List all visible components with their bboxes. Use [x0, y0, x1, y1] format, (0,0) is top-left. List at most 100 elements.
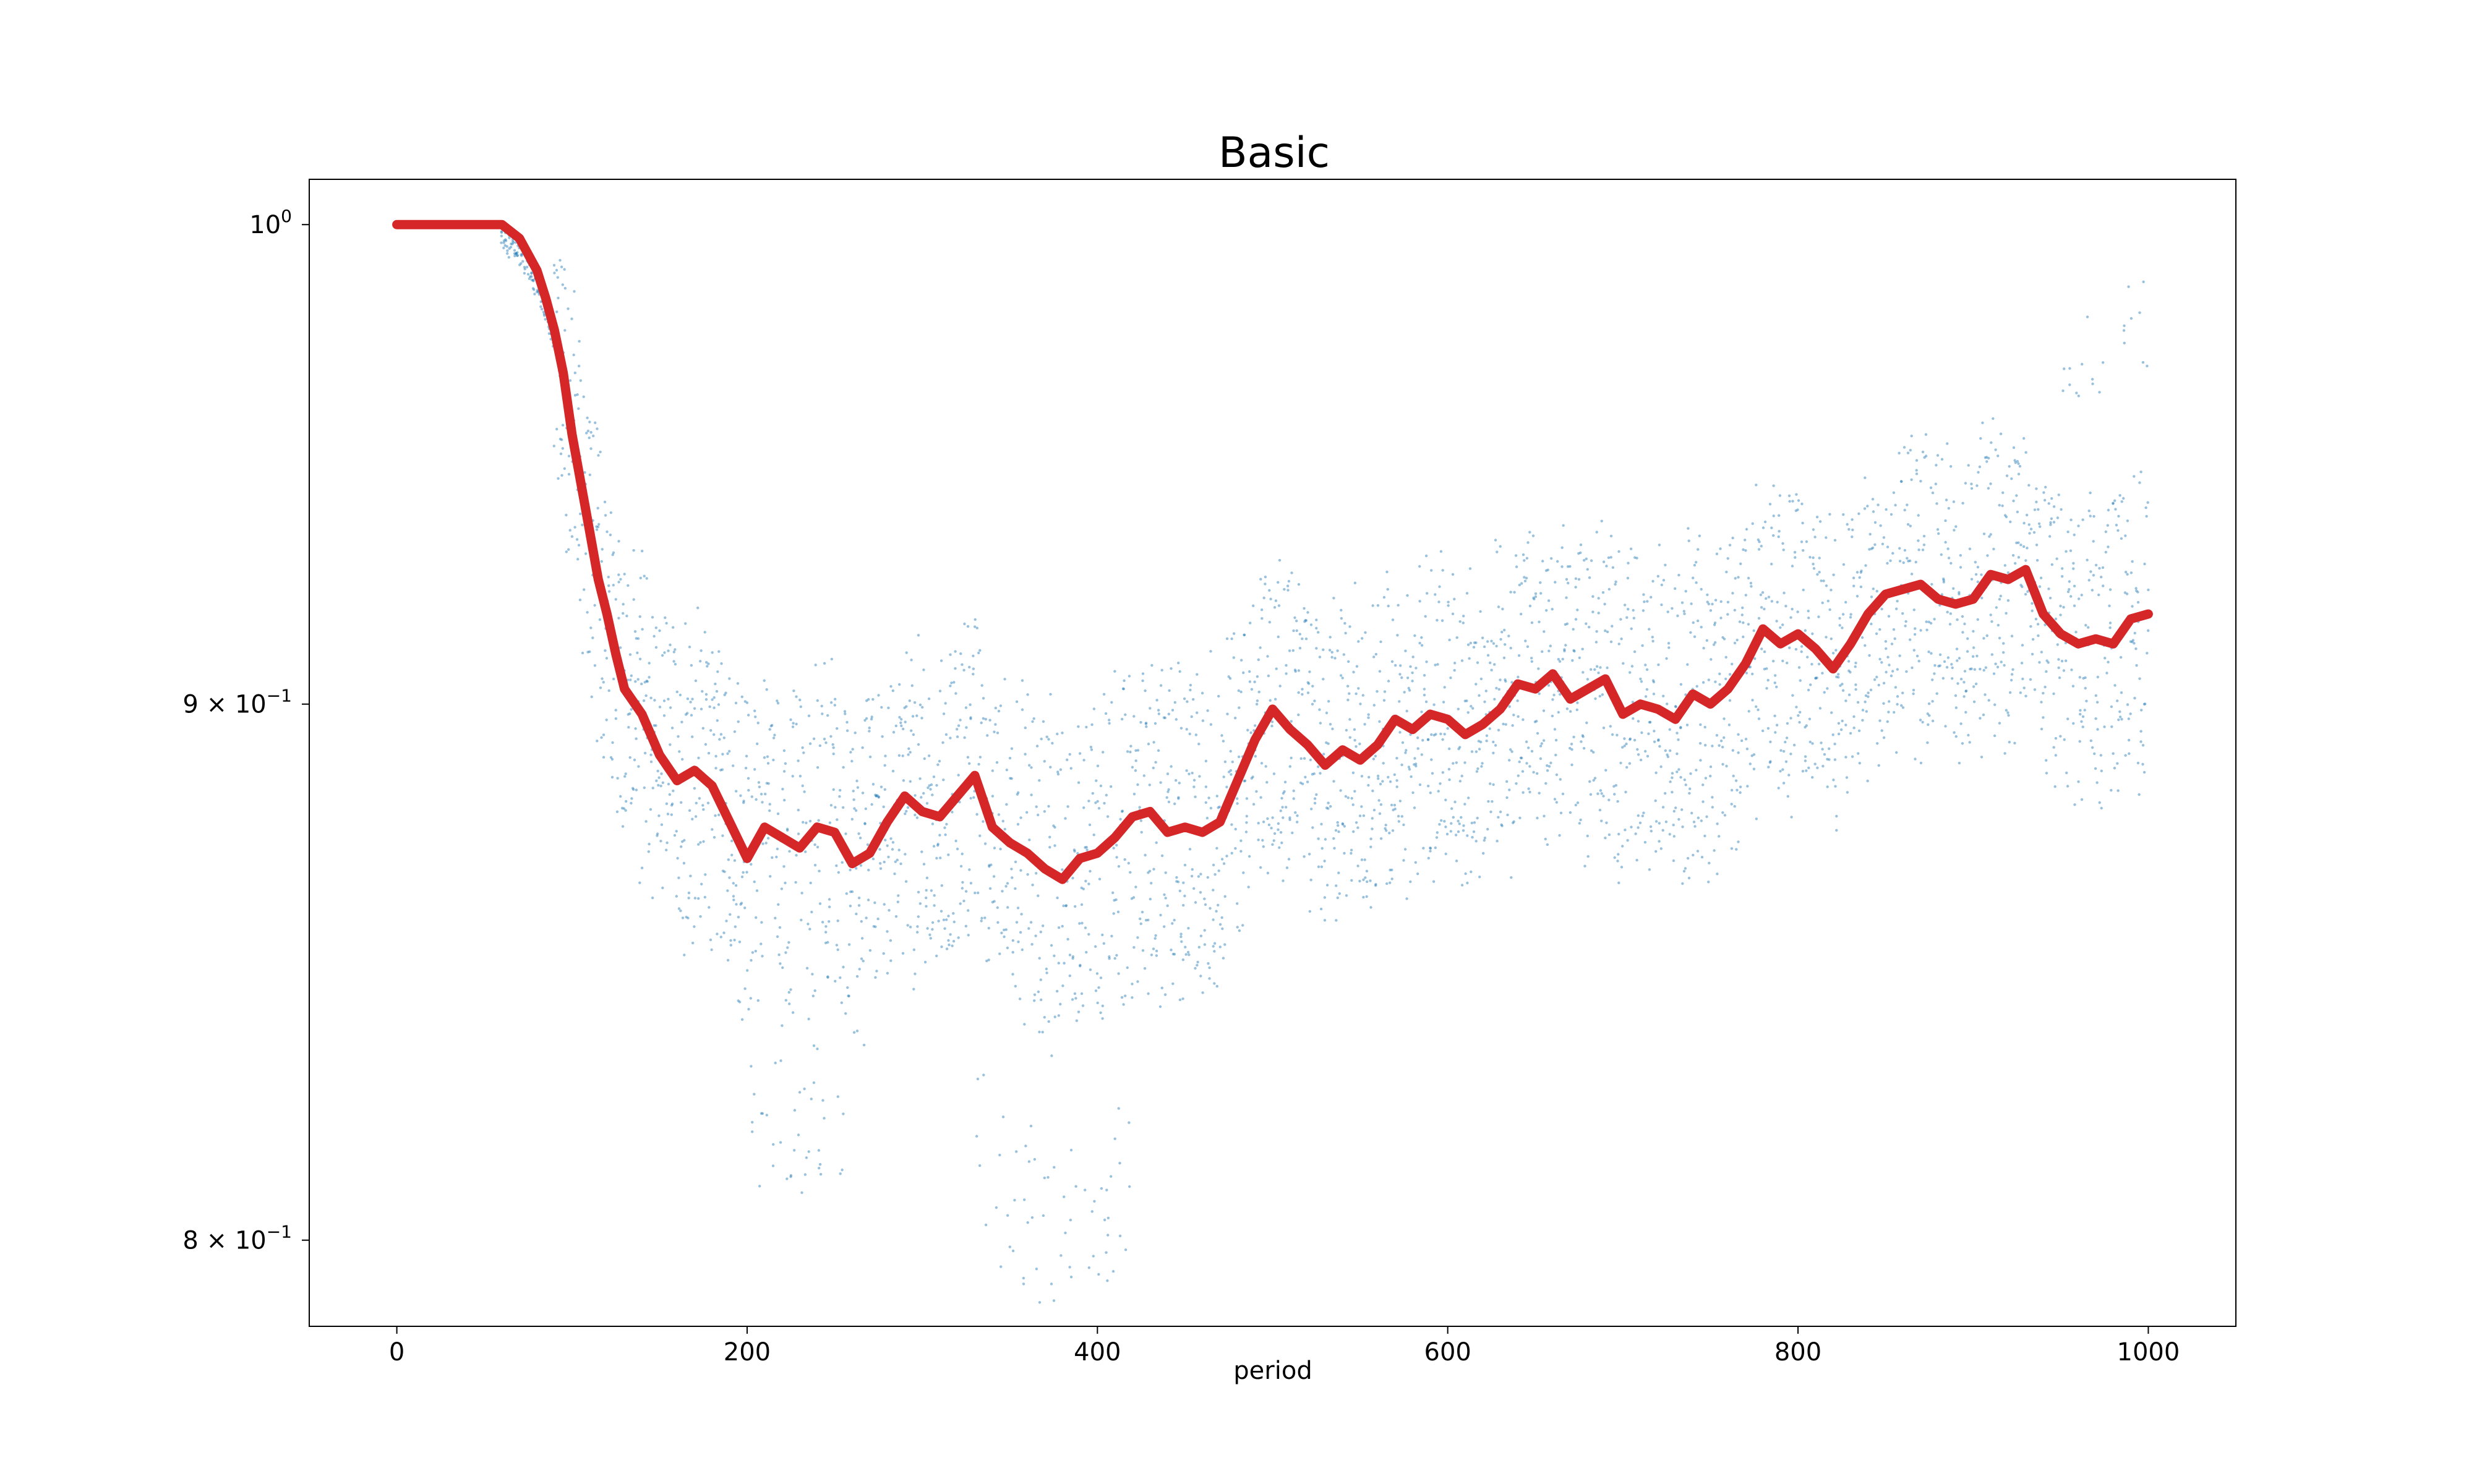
scatter-point	[1015, 1150, 1018, 1153]
scatter-point	[1575, 708, 1578, 712]
scatter-point	[2068, 580, 2071, 583]
scatter-point	[610, 757, 614, 761]
scatter-point	[1479, 677, 1483, 681]
scatter-point	[636, 637, 640, 640]
scatter-point	[855, 912, 858, 916]
scatter-point	[1595, 630, 1598, 633]
scatter-point	[1769, 760, 1772, 763]
scatter-point	[912, 987, 915, 991]
scatter-point	[1319, 907, 1323, 911]
scatter-point	[810, 910, 813, 914]
scatter-point	[1612, 785, 1616, 788]
scatter-point	[1549, 644, 1552, 647]
scatter-point	[1999, 594, 2002, 598]
scatter-point	[1238, 706, 1241, 709]
scatter-point	[724, 691, 727, 694]
scatter-point	[978, 834, 982, 837]
scatter-point	[1190, 715, 1193, 719]
scatter-point	[1974, 573, 1978, 576]
scatter-point	[1927, 723, 1930, 727]
scatter-point	[1372, 757, 1376, 761]
scatter-point	[1466, 881, 1469, 885]
scatter-point	[1980, 756, 1984, 759]
scatter-point	[1026, 1221, 1029, 1224]
scatter-point	[1470, 821, 1473, 825]
scatter-point	[1572, 649, 1575, 652]
scatter-point	[1102, 942, 1106, 945]
scatter-point	[1866, 505, 1869, 508]
scatter-point	[765, 782, 769, 785]
scatter-point	[1914, 757, 1917, 761]
scatter-point	[1784, 605, 1787, 608]
scatter-point	[1998, 722, 2001, 725]
scatter-point	[1240, 659, 1243, 662]
scatter-point	[993, 846, 996, 850]
scatter-point	[1242, 671, 1245, 675]
scatter-point	[1277, 635, 1280, 639]
scatter-point	[2008, 691, 2012, 694]
scatter-point	[593, 603, 596, 607]
scatter-point	[1889, 559, 1892, 562]
scatter-point	[678, 693, 682, 697]
scatter-point	[829, 735, 833, 738]
scatter-point	[1383, 690, 1387, 693]
scatter-point	[1150, 953, 1154, 957]
scatter-point	[723, 693, 726, 697]
scatter-point	[2062, 605, 2065, 609]
scatter-point	[1700, 856, 1704, 859]
scatter-point	[1951, 666, 1954, 670]
scatter-point	[1877, 503, 1880, 506]
scatter-point	[1385, 570, 1389, 574]
scatter-point	[1429, 846, 1432, 850]
scatter-point	[930, 889, 933, 892]
scatter-point	[500, 234, 503, 237]
scatter-point	[1750, 754, 1753, 757]
scatter-point	[729, 944, 733, 947]
scatter-point	[1730, 788, 1734, 792]
scatter-point	[648, 842, 651, 846]
scatter-point	[2124, 571, 2128, 574]
scatter-point	[917, 890, 920, 894]
scatter-point	[683, 953, 686, 957]
scatter-point	[1659, 765, 1663, 769]
scatter-point	[1228, 677, 1232, 680]
scatter-point	[1262, 845, 1265, 848]
scatter-point	[944, 733, 948, 736]
scatter-point	[1574, 586, 1577, 589]
scatter-point	[754, 950, 758, 953]
scatter-point	[602, 756, 606, 759]
scatter-point	[980, 721, 983, 725]
scatter-point	[2042, 491, 2045, 494]
scatter-point	[1816, 573, 1819, 576]
scatter-point	[1593, 777, 1597, 780]
scatter-point	[755, 798, 758, 801]
scatter-point	[1166, 772, 1170, 775]
scatter-point	[1170, 667, 1173, 670]
scatter-point	[693, 897, 697, 900]
scatter-point	[1189, 683, 1192, 687]
scatter-point	[1106, 1279, 1109, 1282]
scatter-point	[943, 826, 946, 829]
scatter-point	[1229, 749, 1232, 753]
scatter-point	[542, 310, 546, 313]
scatter-point	[2035, 500, 2038, 503]
scatter-point	[781, 788, 784, 791]
scatter-point	[1919, 480, 1922, 483]
scatter-point	[984, 718, 988, 721]
scatter-point	[760, 921, 763, 924]
scatter-point	[2070, 668, 2073, 672]
scatter-point	[936, 844, 940, 847]
scatter-point	[1796, 508, 1799, 511]
scatter-point	[1789, 616, 1792, 619]
scatter-point	[1677, 738, 1680, 741]
scatter-point	[756, 722, 760, 725]
scatter-point	[1946, 442, 1949, 445]
scatter-point	[728, 677, 731, 680]
scatter-point	[1378, 670, 1382, 673]
scatter-point	[1553, 798, 1557, 801]
scatter-point	[761, 1112, 764, 1115]
scatter-point	[1152, 741, 1155, 744]
scatter-point	[1953, 731, 1956, 734]
scatter-point	[1800, 502, 1804, 506]
scatter-point	[521, 260, 524, 263]
